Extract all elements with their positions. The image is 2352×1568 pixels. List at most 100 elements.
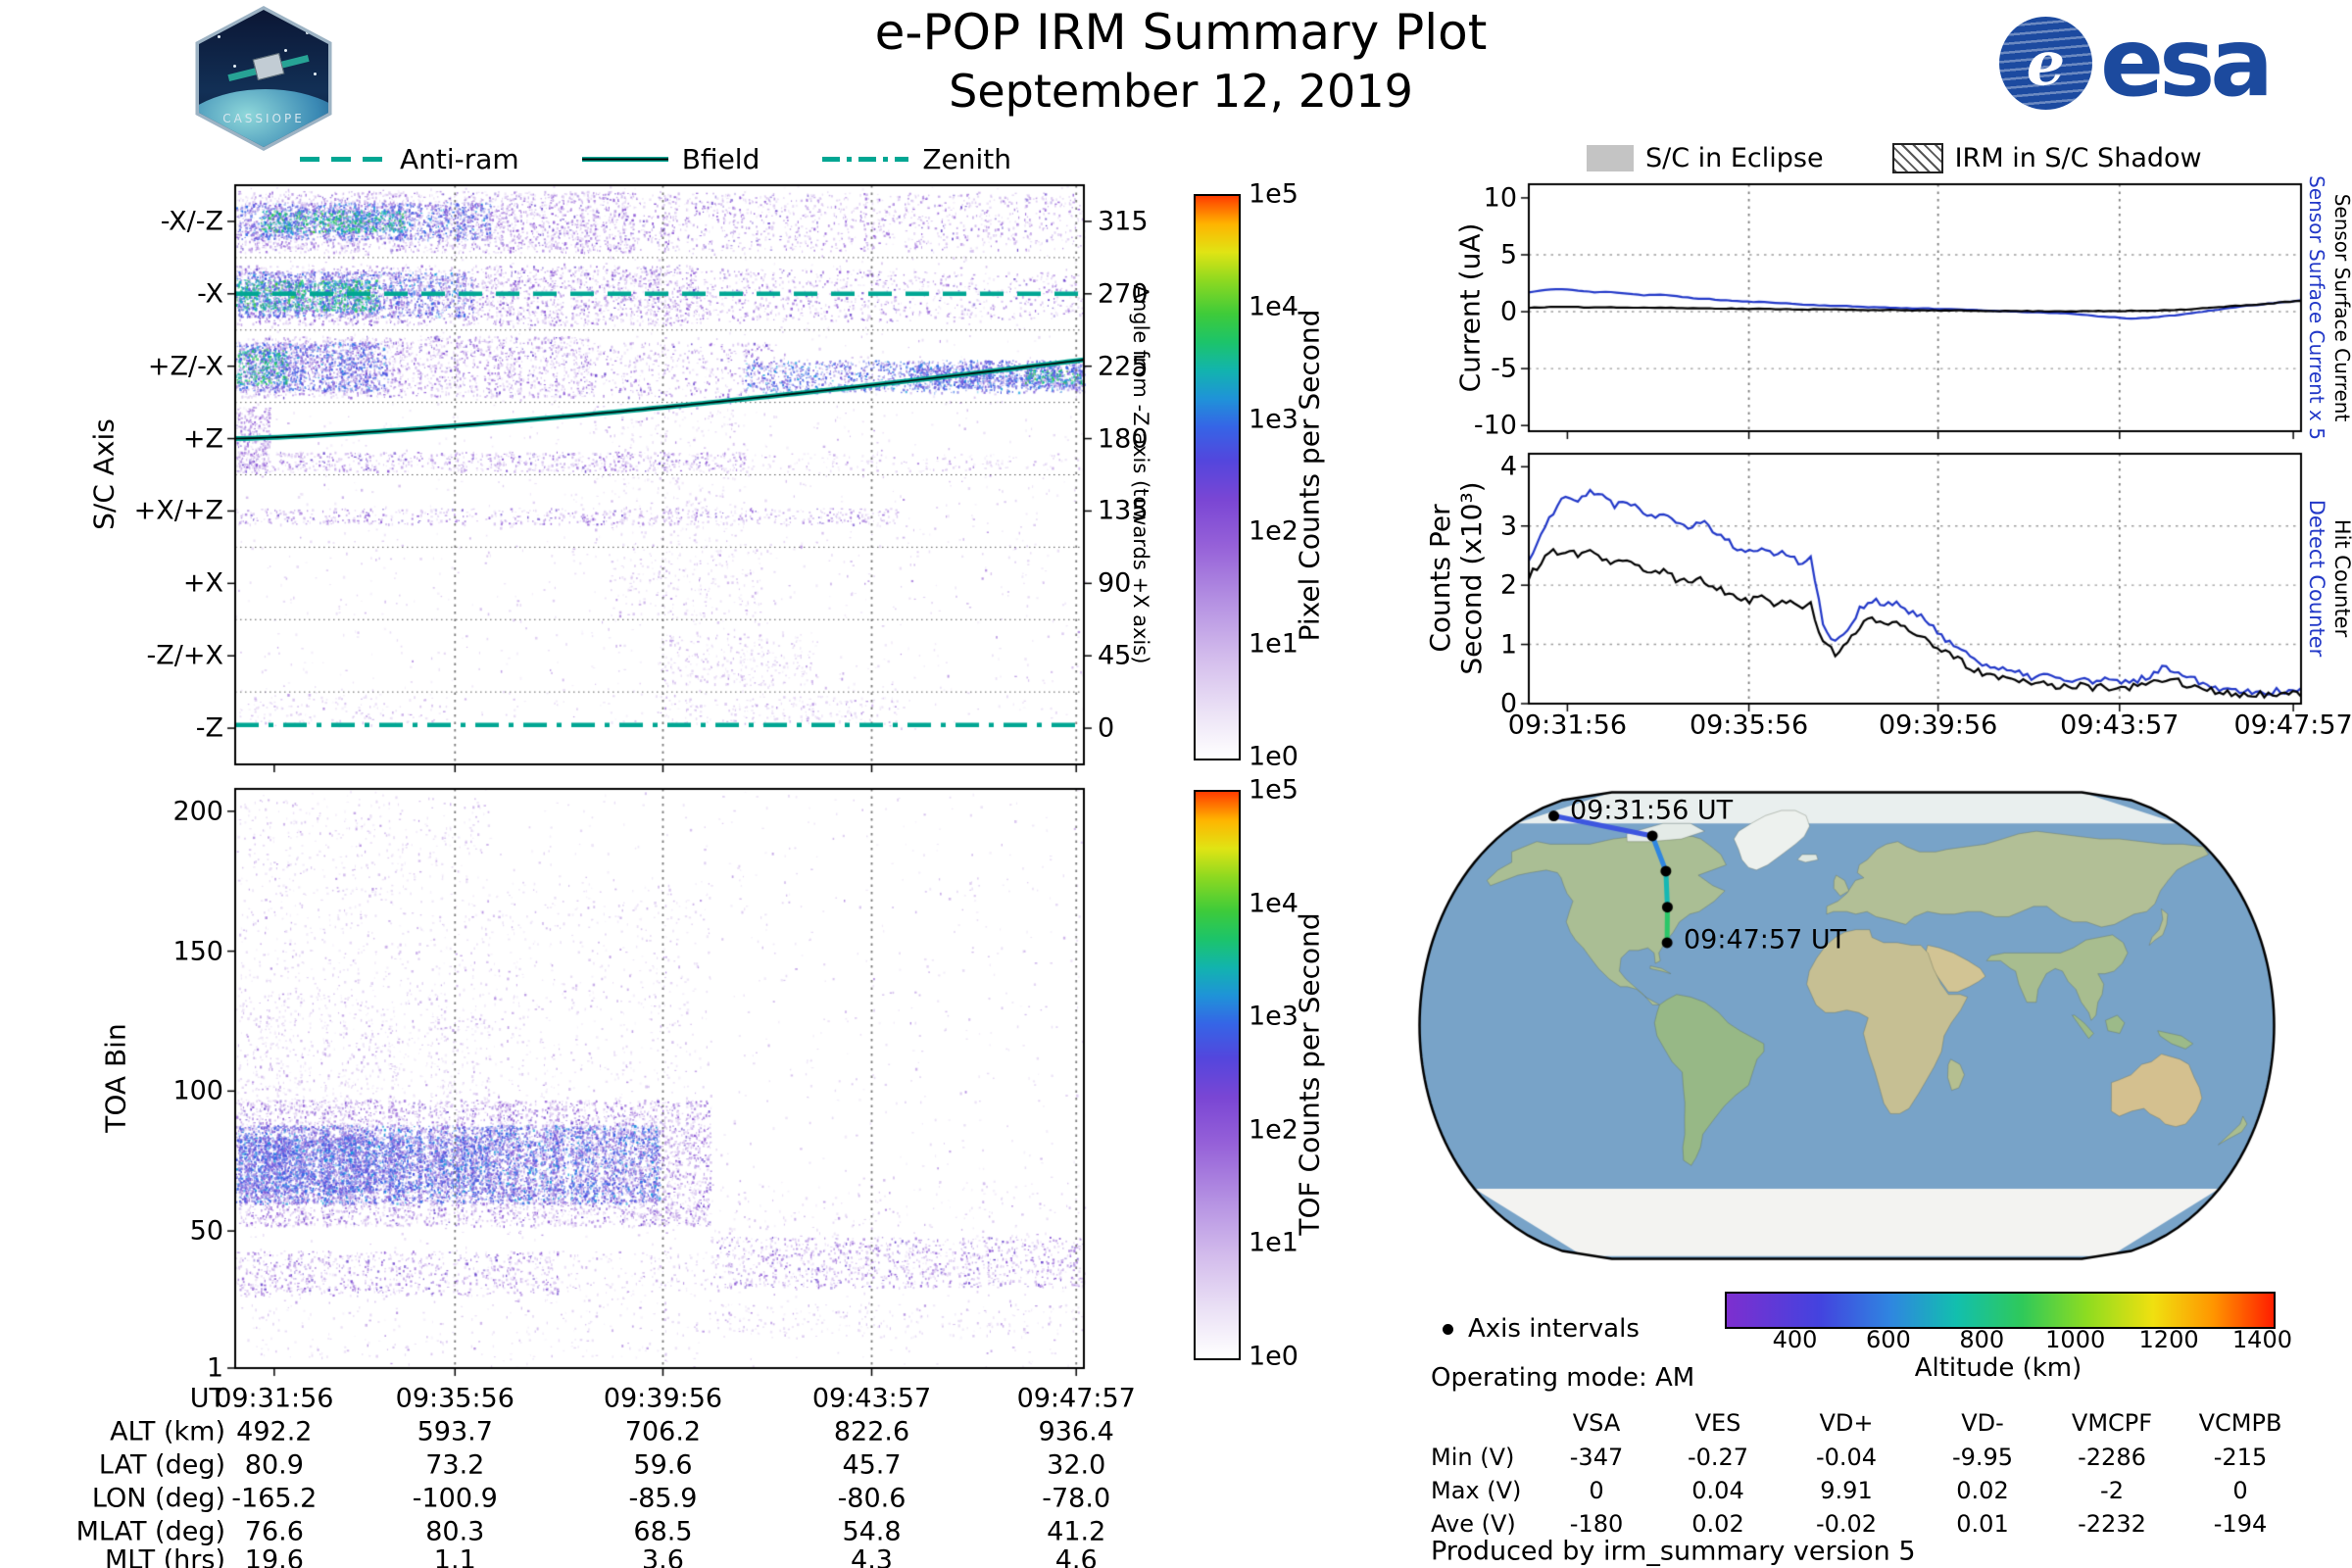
shadow-hatch-swatch-icon xyxy=(1891,143,1943,173)
eclipse-legend: S/C in Eclipse IRM in S/C Shadow xyxy=(1587,143,2202,173)
angle-tick-label: 90 xyxy=(1098,567,1132,599)
time-tick-label: 09:43:57 xyxy=(2060,710,2180,741)
voltage-cell: -347 xyxy=(1569,1444,1624,1471)
toa-ytick-label: 200 xyxy=(172,796,223,827)
ephemeris-cell: -165.2 xyxy=(231,1483,318,1514)
altitude-tick-label: 600 xyxy=(1866,1326,1911,1353)
star-icon xyxy=(233,65,236,68)
voltage-column-header: VD+ xyxy=(1819,1409,1874,1437)
ephemeris-cell: 41.2 xyxy=(1047,1516,1106,1547)
operating-mode-text: Operating mode: AM xyxy=(1431,1363,1695,1393)
pixel-counts-colorbar xyxy=(1194,194,1241,760)
legend-label: Zenith xyxy=(922,143,1012,175)
sc-axis-band-label: +X/+Z xyxy=(133,495,223,526)
voltage-cell: -0.27 xyxy=(1687,1444,1749,1471)
voltage-cell: -194 xyxy=(2213,1510,2268,1538)
altitude-colorbar xyxy=(1725,1292,2276,1329)
counts-ytick-label: 0 xyxy=(1499,688,1517,719)
voltage-cell: -2 xyxy=(2100,1477,2124,1504)
ephemeris-row-label: LON (deg) xyxy=(91,1483,225,1514)
tof-colorbar-tick-label: 1e3 xyxy=(1249,1001,1298,1032)
voltage-column-header: VCMPB xyxy=(2198,1409,2282,1437)
ephemeris-row-label: MLAT (deg) xyxy=(75,1516,225,1547)
star-icon xyxy=(284,49,287,52)
counts-ylabel-line1: Counts Per xyxy=(1423,504,1456,653)
ephemeris-cell: 32.0 xyxy=(1047,1449,1106,1481)
ephemeris-cell: 3.6 xyxy=(641,1544,684,1568)
voltage-cell: 0 xyxy=(2232,1477,2248,1504)
footer-version-text: Produced by irm_summary version 5 xyxy=(1431,1536,1916,1567)
ephemeris-row-label: MLT (hrs) xyxy=(104,1544,225,1568)
voltage-column-header: VMCPF xyxy=(2071,1409,2153,1437)
sc-axis-band-label: -X xyxy=(197,278,223,310)
esa-emblem-icon: e xyxy=(1999,16,2092,110)
voltage-cell: -2286 xyxy=(2078,1444,2146,1471)
voltage-column-header: VSA xyxy=(1572,1409,1621,1437)
sc-axis-ylabel: S/C Axis xyxy=(87,418,121,530)
ephemeris-cell: 706.2 xyxy=(624,1416,702,1447)
sc-axis-band-label: -X/-Z xyxy=(160,206,223,237)
tof-colorbar-label: TOF Counts per Second xyxy=(1293,912,1326,1236)
ephemeris-cell: 73.2 xyxy=(425,1449,485,1481)
star-icon xyxy=(314,73,317,75)
voltage-cell: -180 xyxy=(1569,1510,1624,1538)
time-tick-label: 09:35:56 xyxy=(1689,710,1809,741)
angle-tick-label: 270 xyxy=(1098,278,1149,310)
counts-ytick-label: 1 xyxy=(1499,629,1517,661)
detect-counter-label: Detect Counter xyxy=(2305,499,2328,658)
ephemeris-cell: -85.9 xyxy=(628,1483,698,1514)
ephemeris-cell: 09:31:56 xyxy=(215,1383,334,1414)
world-map xyxy=(1415,787,2278,1264)
voltage-cell: 0.02 xyxy=(1691,1510,1744,1538)
altitude-tick-label: 1000 xyxy=(2045,1326,2106,1353)
legend-label: IRM in S/C Shadow xyxy=(1954,143,2202,173)
current-ytick-label: 10 xyxy=(1483,182,1517,214)
time-tick-label: 09:31:56 xyxy=(1507,710,1628,741)
current-ylabel: Current (uA) xyxy=(1453,222,1487,393)
esa-emblem-letter: e xyxy=(2026,26,2066,99)
ephemeris-cell: 593.7 xyxy=(416,1416,493,1447)
ephemeris-cell: 19.6 xyxy=(244,1544,304,1568)
sc-axis-band-label: +Z xyxy=(182,423,223,455)
voltage-row-label: Ave (V) xyxy=(1431,1510,1516,1538)
toa-ylabel: TOA Bin xyxy=(99,1023,132,1133)
angle-tick-label: 0 xyxy=(1098,712,1115,744)
legend-label: Anti-ram xyxy=(400,143,519,175)
cassiope-mission-patch: CASSIOPE xyxy=(186,6,341,151)
tof-colorbar-tick-label: 1e1 xyxy=(1249,1227,1298,1258)
pixel-colorbar-tick-label: 1e0 xyxy=(1249,741,1298,772)
ephemeris-cell: 76.6 xyxy=(244,1516,304,1547)
ephemeris-cell: 68.5 xyxy=(633,1516,693,1547)
voltage-row-label: Min (V) xyxy=(1431,1444,1515,1471)
legend-label: S/C in Eclipse xyxy=(1645,143,1824,173)
pixel-colorbar-tick-label: 1e3 xyxy=(1249,404,1298,435)
voltage-cell: 0.04 xyxy=(1691,1477,1744,1504)
guide-line-legend: Anti-ram Bfield Zenith xyxy=(300,143,1074,175)
axis-interval-dot-icon xyxy=(1443,1324,1453,1335)
sc-axis-band-label: -Z/+X xyxy=(146,640,223,671)
ephemeris-cell: -100.9 xyxy=(412,1483,498,1514)
ephemeris-cell: 822.6 xyxy=(833,1416,910,1447)
header-titles: e-POP IRM Summary Plot September 12, 201… xyxy=(686,4,1676,118)
altitude-tick-label: 1400 xyxy=(2231,1326,2292,1353)
ephemeris-cell: 09:35:56 xyxy=(395,1383,514,1414)
dashed-line-icon xyxy=(300,157,386,162)
eclipse-swatch-icon xyxy=(1587,145,1634,172)
counts-ylabel: Counts Per Second (x10³) xyxy=(1423,481,1488,675)
ephemeris-cell: 09:39:56 xyxy=(603,1383,723,1414)
counts-ylabel-line2: Second (x10³) xyxy=(1455,481,1488,675)
sc-axis-band-label: +Z/-X xyxy=(147,351,223,382)
altitude-tick-label: 800 xyxy=(1959,1326,2005,1353)
patch-mission-name: CASSIOPE xyxy=(222,112,305,125)
ephemeris-cell: 09:47:57 xyxy=(1016,1383,1136,1414)
tof-colorbar-tick-label: 1e4 xyxy=(1249,888,1298,919)
page-title: e-POP IRM Summary Plot xyxy=(874,4,1488,61)
toa-spectrogram xyxy=(221,775,1098,1382)
sc-axis-band-label: -Z xyxy=(195,712,223,744)
ephemeris-cell: 492.2 xyxy=(236,1416,313,1447)
ephemeris-cell: 4.3 xyxy=(851,1544,893,1568)
toa-ytick-label: 50 xyxy=(189,1215,223,1247)
counts-ytick-label: 4 xyxy=(1499,451,1517,482)
patch-art: CASSIOPE xyxy=(199,10,328,147)
current-ytick-label: -10 xyxy=(1473,410,1517,441)
